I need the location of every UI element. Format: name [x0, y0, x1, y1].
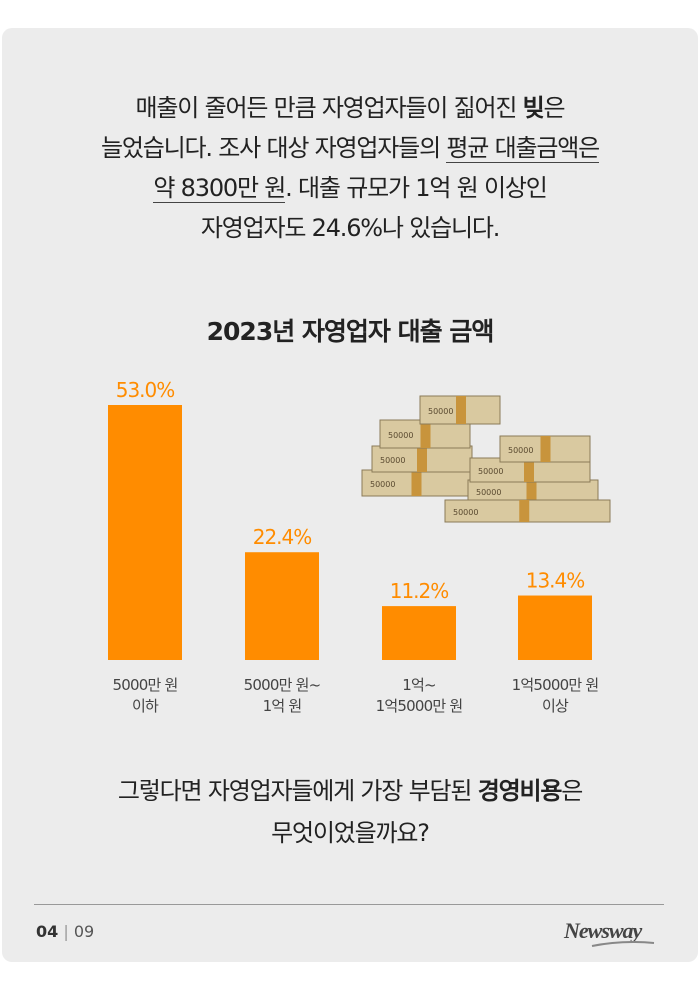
chart-title: 2023년 자영업자 대출 금액	[206, 317, 495, 346]
banknote-text: 50000	[388, 431, 413, 440]
bar	[108, 405, 182, 660]
band	[540, 436, 551, 462]
question-line: 그렇다면 자영업자들에게 가장 부담된	[117, 777, 478, 805]
bar-value-label: 53.0%	[116, 378, 175, 402]
newsway-logo: Newsway	[562, 916, 662, 954]
category-label: 1억5000만 원	[376, 697, 463, 715]
bar-value-label: 13.4%	[526, 569, 585, 593]
banknote-text: 50000	[370, 480, 395, 489]
total-pages: 09	[73, 922, 95, 941]
category-label: 1억 원	[263, 697, 302, 715]
banknote-text: 50000	[453, 508, 478, 517]
band	[420, 420, 431, 448]
intro-line: . 대출 규모가 1억 원 이상인	[285, 174, 548, 202]
category-label: 1억~	[402, 676, 436, 694]
band	[524, 458, 534, 482]
intro-text: 매출이 줄어든 만큼 자영업자들이 짊어진 빚은 늘었습니다. 조사 대상 자영…	[0, 88, 700, 248]
banknote-text: 50000	[508, 446, 533, 455]
bar	[518, 595, 592, 660]
category-label: 1억5000만 원	[512, 676, 599, 694]
bar-value-label: 22.4%	[253, 525, 312, 549]
question-text: 그렇다면 자영업자들에게 가장 부담된 경영비용은 무엇이었을까요?	[0, 770, 700, 854]
banknote-text: 50000	[478, 467, 503, 476]
category-label: 이하	[132, 697, 159, 715]
category-label: 5000만 원~	[244, 676, 321, 694]
banknote-text: 50000	[476, 488, 501, 497]
banknote-text: 50000	[380, 456, 405, 465]
band	[456, 396, 466, 424]
intro-line: 은	[543, 94, 566, 122]
category-label: 이상	[542, 697, 569, 715]
bar-value-label: 11.2%	[390, 579, 449, 603]
banknote-text: 50000	[428, 407, 453, 416]
svg-text:Newsway: Newsway	[563, 918, 643, 943]
intro-underline: 약 8300만 원	[153, 174, 286, 203]
bar	[382, 606, 456, 660]
intro-underline: 평균 대출금액은	[446, 134, 600, 163]
question-line: 무엇이었을까요?	[271, 819, 430, 847]
intro-line: 늘었습니다. 조사 대상 자영업자들의	[101, 134, 447, 162]
question-bold: 경영비용	[477, 777, 563, 805]
intro-line: 자영업자도 24.6%나 있습니다.	[200, 214, 501, 242]
footer-divider	[34, 904, 664, 905]
page-separator: |	[63, 922, 69, 941]
band	[519, 500, 530, 522]
question-line: 은	[561, 777, 583, 805]
band	[417, 446, 427, 472]
category-label: 5000만 원	[113, 676, 178, 694]
bar	[245, 552, 319, 660]
money-illustration: 50000 50000 50000 50000 50000 50000 50000 50000	[361, 395, 611, 523]
intro-bold: 빚	[522, 94, 545, 122]
bar-chart: 5000050000500005000050000500005000050000…	[108, 378, 611, 715]
intro-line: 매출이 줄어든 만큼 자영업자들이 짊어진	[135, 94, 523, 122]
current-page: 04	[36, 922, 59, 941]
band	[411, 470, 422, 496]
band	[526, 480, 537, 502]
page-indicator: 04 | 09	[36, 922, 94, 941]
